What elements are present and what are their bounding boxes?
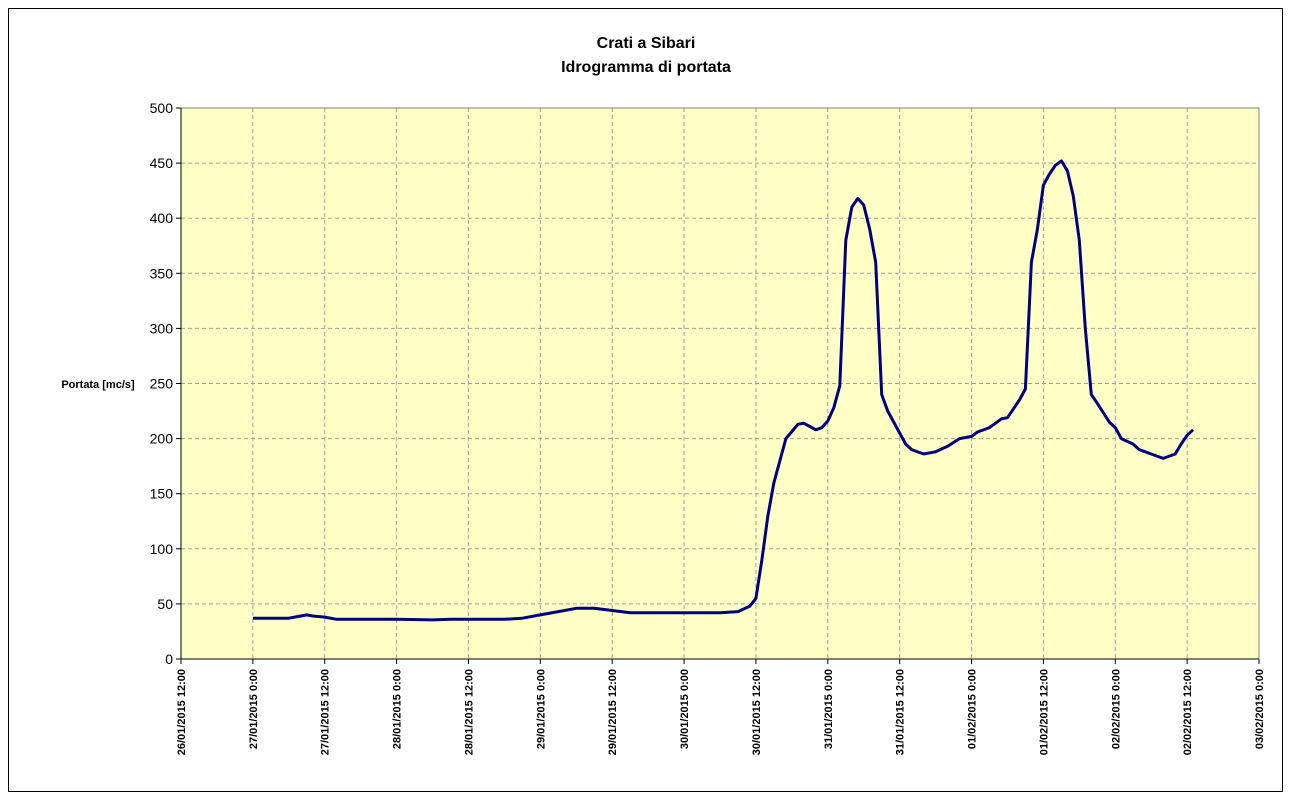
- y-tick-label: 100: [150, 541, 174, 557]
- y-tick-label: 400: [150, 210, 174, 226]
- x-tick-label: 29/01/2015 0:00: [535, 669, 547, 749]
- x-tick-label: 28/01/2015 0:00: [392, 669, 404, 749]
- x-tick-label: 26/01/2015 12:00: [176, 669, 188, 755]
- x-tick-label: 31/01/2015 0:00: [823, 669, 835, 749]
- y-tick-label: 350: [150, 265, 174, 281]
- y-tick-label: 200: [150, 431, 174, 447]
- x-tick-label: 02/02/2015 12:00: [1182, 669, 1194, 755]
- x-tick-label: 30/01/2015 0:00: [679, 669, 691, 749]
- y-tick-label: 500: [150, 100, 174, 116]
- x-tick-label: 02/02/2015 0:00: [1110, 669, 1122, 749]
- x-tick-label: 31/01/2015 12:00: [895, 669, 907, 755]
- x-tick-label: 28/01/2015 12:00: [463, 669, 475, 755]
- y-tick-label: 0: [165, 651, 173, 667]
- data-line: [252, 159, 1195, 622]
- chart-title: Crati a Sibari: [597, 35, 696, 52]
- x-tick-label: 01/02/2015 12:00: [1038, 669, 1050, 755]
- y-tick-label: 450: [150, 155, 174, 171]
- y-axis-label: Portata [mc/s]: [61, 379, 135, 391]
- chart-subtitle: Idrogramma di portata: [561, 59, 731, 76]
- x-tick-label: 29/01/2015 12:00: [607, 669, 619, 755]
- x-tick-label: 03/02/2015 0:00: [1254, 669, 1266, 749]
- y-tick-label: 250: [150, 376, 174, 392]
- x-tick-label: 30/01/2015 12:00: [751, 669, 763, 755]
- x-tick-label: 01/02/2015 0:00: [967, 669, 979, 749]
- y-tick-label: 50: [157, 596, 173, 612]
- y-tick-label: 150: [150, 486, 174, 502]
- x-tick-label: 27/01/2015 0:00: [248, 669, 260, 749]
- y-tick-label: 300: [150, 320, 174, 336]
- x-tick-label: 27/01/2015 12:00: [320, 669, 332, 755]
